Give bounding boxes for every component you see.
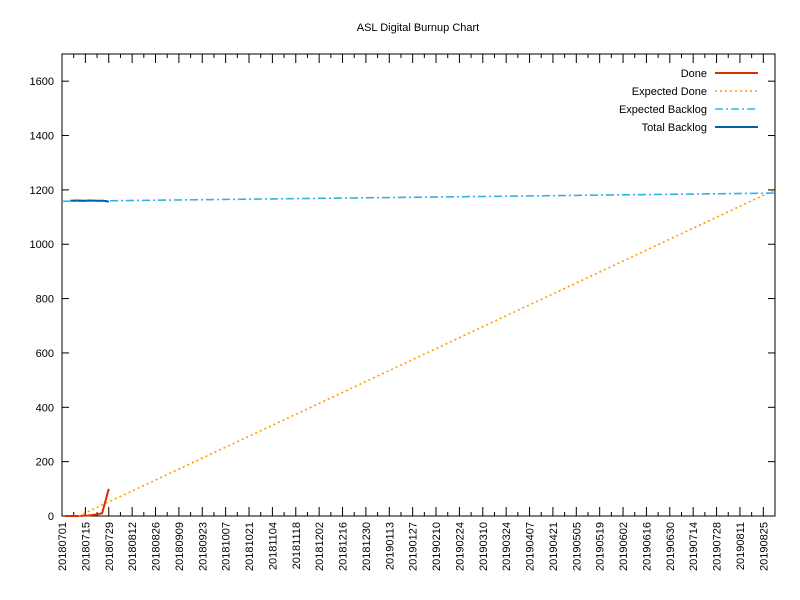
x-tick-label: 20190224 bbox=[454, 522, 466, 571]
y-tick-label: 1200 bbox=[30, 185, 54, 197]
x-tick-label: 20190127 bbox=[408, 522, 420, 571]
series-line-done bbox=[65, 488, 110, 517]
x-tick-label: 20190505 bbox=[571, 522, 583, 571]
x-tick-label: 20190616 bbox=[641, 522, 653, 571]
x-tick-label: 20190113 bbox=[384, 522, 396, 570]
y-tick-label: 600 bbox=[36, 348, 54, 360]
y-tick-label: 200 bbox=[36, 457, 54, 469]
x-tick-label: 20190407 bbox=[525, 522, 537, 571]
legend-label: Expected Done bbox=[632, 86, 707, 98]
x-tick-label: 20190825 bbox=[758, 522, 770, 571]
y-tick-label: 1400 bbox=[30, 131, 54, 143]
series-line-expected-backlog bbox=[61, 192, 776, 203]
x-tick-label: 20181230 bbox=[361, 522, 373, 571]
x-tick-label: 20190811 bbox=[735, 522, 747, 570]
x-tick-label: 20190421 bbox=[548, 522, 560, 571]
x-tick-label: 20180923 bbox=[197, 522, 209, 571]
x-tick-label: 20180826 bbox=[151, 522, 163, 571]
x-tick-label: 20190728 bbox=[712, 522, 724, 571]
x-tick-label: 20181104 bbox=[267, 522, 279, 570]
y-tick-label: 1000 bbox=[30, 239, 54, 251]
chart-title: ASL Digital Burnup Chart bbox=[357, 22, 480, 34]
series-line-total-backlog bbox=[70, 199, 109, 203]
x-tick-label: 20190310 bbox=[478, 522, 490, 571]
series-layer bbox=[61, 189, 776, 517]
x-tick-label: 20190602 bbox=[618, 522, 630, 571]
legend: Done Expected Done Expected Backlog Total B… bbox=[619, 68, 758, 134]
axes-layer: 0 200 400 600 800 1000 1200 1400 1600 20180701 201… bbox=[30, 53, 776, 571]
x-tick-label: 20181118 bbox=[291, 522, 303, 569]
y-tick-label: 400 bbox=[36, 402, 54, 414]
y-tick-label: 800 bbox=[36, 294, 54, 306]
legend-label: Expected Backlog bbox=[619, 104, 707, 116]
x-tick-label: 20180909 bbox=[174, 522, 186, 571]
x-tick-label: 20180715 bbox=[80, 522, 92, 571]
x-tick-label: 20190714 bbox=[688, 522, 700, 571]
x-tick-label: 20180701 bbox=[57, 522, 69, 571]
legend-label: Done bbox=[681, 68, 707, 80]
x-tick-label: 20181007 bbox=[221, 522, 233, 571]
x-tick-label: 20180812 bbox=[127, 522, 139, 571]
x-tick-label: 20181216 bbox=[338, 522, 350, 571]
x-tick-label: 20181202 bbox=[314, 522, 326, 571]
x-tick-label: 20190324 bbox=[501, 522, 513, 571]
plot-frame bbox=[61, 53, 776, 517]
series-line-expected-done bbox=[78, 189, 776, 517]
x-tick-label: 20190519 bbox=[595, 522, 607, 571]
y-tick-label: 0 bbox=[48, 511, 54, 523]
x-tick-label: 20181021 bbox=[244, 522, 256, 571]
legend-label: Total Backlog bbox=[642, 122, 707, 134]
x-tick-label: 20180729 bbox=[104, 522, 116, 571]
y-tick-label: 1600 bbox=[30, 76, 54, 88]
x-tick-label: 20190210 bbox=[431, 522, 443, 571]
x-tick-label: 20190630 bbox=[665, 522, 677, 571]
